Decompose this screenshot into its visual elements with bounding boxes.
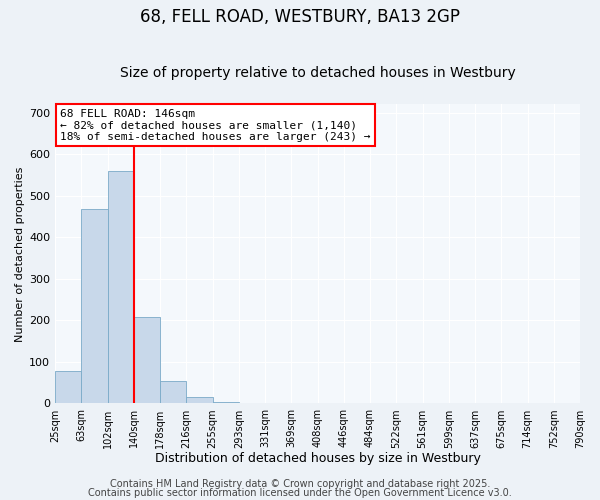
Bar — [55, 371, 82, 404]
Bar — [134, 318, 160, 404]
X-axis label: Distribution of detached houses by size in Westbury: Distribution of detached houses by size … — [155, 452, 481, 465]
Bar — [82, 210, 107, 404]
Y-axis label: Number of detached properties: Number of detached properties — [15, 166, 25, 342]
Text: Contains public sector information licensed under the Open Government Licence v3: Contains public sector information licen… — [88, 488, 512, 498]
Title: Size of property relative to detached houses in Westbury: Size of property relative to detached ho… — [120, 66, 515, 80]
Bar — [187, 397, 212, 404]
Bar — [212, 402, 239, 404]
Text: 68, FELL ROAD, WESTBURY, BA13 2GP: 68, FELL ROAD, WESTBURY, BA13 2GP — [140, 8, 460, 26]
Text: Contains HM Land Registry data © Crown copyright and database right 2025.: Contains HM Land Registry data © Crown c… — [110, 479, 490, 489]
Bar — [160, 380, 187, 404]
Bar — [107, 171, 134, 404]
Text: 68 FELL ROAD: 146sqm
← 82% of detached houses are smaller (1,140)
18% of semi-de: 68 FELL ROAD: 146sqm ← 82% of detached h… — [61, 109, 371, 142]
